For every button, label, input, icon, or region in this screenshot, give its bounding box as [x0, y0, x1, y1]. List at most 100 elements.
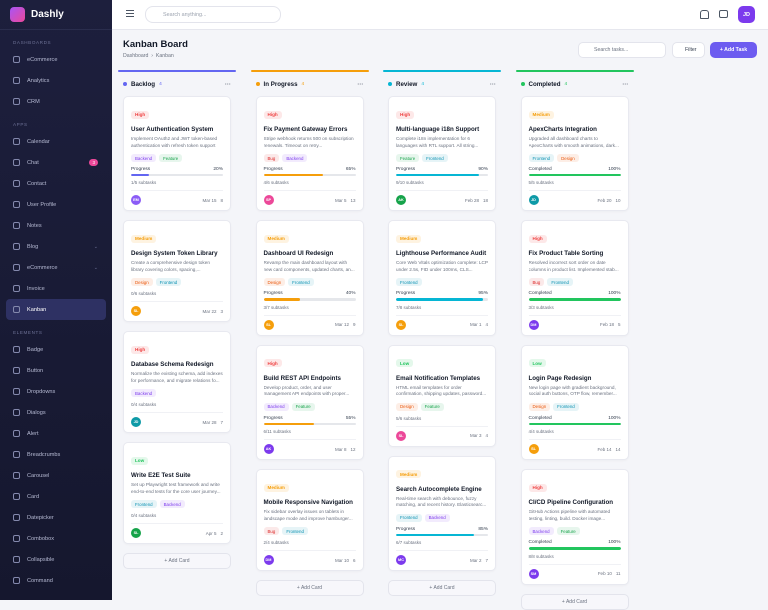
nav-item[interactable]: Carousel — [6, 465, 106, 486]
nav-item[interactable]: Collapsible — [6, 549, 106, 570]
nav-item[interactable]: Button — [6, 360, 106, 381]
card-title: Mobile Responsive Navigation — [263, 499, 353, 507]
comment-count: 7 — [220, 419, 223, 425]
card-footer: DM Mar 10 6 — [263, 551, 356, 566]
priority-badge: Low — [396, 359, 414, 368]
card-title: Login Page Redesign — [528, 374, 592, 382]
nav-item[interactable]: eCommerce ⌄ — [6, 257, 106, 278]
nav-item[interactable]: Dropdowns — [6, 381, 106, 402]
user-avatar[interactable]: JD — [738, 6, 755, 23]
nav-item[interactable]: Contact — [6, 173, 106, 194]
nav-item[interactable]: Alert — [6, 423, 106, 444]
nav-icon — [13, 514, 20, 521]
task-card[interactable]: Medium Search Autocomplete Engine Real-tim… — [388, 455, 496, 572]
comment-count: 6 — [352, 557, 356, 563]
nav-icon — [13, 430, 20, 437]
task-card[interactable]: High CI/CD Pipeline Configuration GitHub A… — [520, 469, 629, 585]
tag: Frontend — [288, 278, 314, 287]
column-menu[interactable]: ··· — [224, 80, 231, 88]
notifications[interactable] — [700, 10, 709, 19]
progress-value: 100% — [608, 540, 621, 546]
task-card[interactable]: Low Write E2E Test Suite Set up Playwright… — [123, 442, 231, 545]
task-card[interactable]: Medium Design System Token Library Create … — [123, 220, 231, 323]
column-count: 4 — [301, 81, 305, 87]
nav-item[interactable]: Notes — [6, 215, 106, 236]
add-card-button[interactable]: + Add Card — [388, 580, 496, 597]
task-card[interactable]: Medium Dashboard UI Redesign Revamp the ma… — [255, 220, 364, 336]
task-card[interactable]: High Build REST API Endpoints Develop prod… — [255, 344, 364, 461]
nav-chevron: ⌄ — [93, 264, 98, 271]
nav-item[interactable]: Command — [6, 570, 106, 591]
add-task-label: + Add Task — [719, 47, 748, 53]
card-title: Search Autocomplete Engine — [396, 485, 482, 493]
nav-label: Command — [27, 577, 53, 584]
column-menu[interactable]: ··· — [357, 80, 364, 88]
task-card[interactable]: Low Login Page Redesign New login page wit… — [520, 344, 629, 461]
nav-item[interactable]: Invoice — [6, 278, 106, 299]
assignee-avatar: AK — [263, 444, 274, 455]
add-task-button[interactable]: + Add Task — [710, 42, 757, 58]
card-footer: AK Mar 8 12 — [263, 440, 356, 455]
nav-item[interactable]: CRM — [6, 91, 106, 112]
task-card[interactable]: High User Authentication System Implement … — [123, 96, 231, 212]
task-card[interactable]: Medium Lighthouse Performance Audit Core W… — [388, 220, 496, 336]
task-card[interactable]: Low Email Notification Templates HTML emai… — [388, 344, 496, 447]
nav-item[interactable]: Calendar — [6, 131, 106, 152]
nav-item[interactable]: Badge — [6, 339, 106, 360]
progress-row: Completed 100% — [529, 291, 621, 296]
card-title: Fix Product Table Sorting — [528, 250, 604, 258]
tag: Backend — [528, 527, 554, 536]
priority-badge: High — [528, 234, 547, 243]
nav-item[interactable]: Dialogs — [6, 402, 106, 423]
add-card-button[interactable]: + Add Card — [520, 593, 629, 610]
comment-count: 12 — [350, 446, 356, 452]
task-card[interactable]: High Fix Payment Gateway Errors Stripe web… — [255, 96, 364, 212]
filter-button[interactable]: Filter — [672, 42, 705, 58]
main: Kanban Board Dashboard › Kanban Search t… — [112, 30, 768, 610]
tag: Design — [528, 402, 551, 411]
nav-item[interactable]: Chat 3 — [6, 152, 106, 173]
tag: Feature — [556, 527, 580, 536]
add-card-button[interactable]: + Add Card — [255, 580, 364, 597]
column-menu[interactable]: ··· — [622, 80, 629, 88]
task-card[interactable]: Medium Mobile Responsive Navigation Fix si… — [255, 469, 364, 572]
nav-item[interactable]: User Profile — [6, 194, 106, 215]
nav-icon — [13, 472, 20, 479]
menu-button[interactable] — [126, 10, 134, 17]
messages[interactable] — [719, 10, 728, 18]
add-card-button[interactable]: + Add Card — [123, 553, 231, 570]
logo[interactable]: Dashly — [0, 0, 112, 30]
nav-item[interactable]: eCommerce — [6, 49, 106, 70]
progress-title: Progress — [131, 167, 151, 172]
comment-count: 9 — [352, 322, 356, 328]
tag: Backend — [131, 154, 157, 162]
kanban-column: Review 4 ··· High Multi-language i18n Suppor… — [383, 70, 501, 597]
column-header: Completed 4 ··· — [516, 72, 634, 96]
subtasks: 3/3 subtasks — [528, 305, 621, 316]
tag: Design — [557, 154, 579, 162]
nav-item[interactable]: Datepicker — [6, 507, 106, 528]
column-menu[interactable]: ··· — [489, 80, 496, 88]
card-footer: DM Feb 18 5 — [528, 316, 621, 330]
global-search[interactable]: Search anything... — [145, 6, 281, 23]
progress-value: 65% — [345, 167, 356, 172]
task-card[interactable]: Medium ApexCharts Integration Upgraded all… — [520, 96, 629, 212]
comment-count: 13 — [350, 197, 356, 203]
nav-item[interactable]: Breadcrumbs — [6, 444, 106, 465]
nav-item[interactable]: Combobox — [6, 528, 106, 549]
task-card[interactable]: High Fix Product Table Sorting Resolved in… — [520, 220, 629, 336]
breadcrumb-link[interactable]: Dashboard — [123, 53, 149, 59]
nav-item[interactable]: Analytics — [6, 70, 106, 91]
progress-track — [396, 298, 488, 301]
card-title: Email Notification Templates — [396, 374, 481, 382]
priority-badge: Low — [528, 359, 546, 368]
nav-item[interactable]: Kanban — [6, 299, 106, 320]
subtasks: 8/8 subtasks — [528, 554, 621, 565]
task-card[interactable]: High Database Schema Redesign Normalize th… — [123, 331, 231, 434]
card-description: GitHub Actions pipeline with automated t… — [528, 509, 611, 521]
nav-chevron: ⌄ — [93, 243, 98, 250]
nav-item[interactable]: Blog ⌄ — [6, 236, 106, 257]
task-card[interactable]: High Multi-language i18n Support Complete … — [388, 96, 496, 212]
task-search[interactable]: Search tasks... — [578, 42, 666, 58]
nav-item[interactable]: Card — [6, 486, 106, 507]
